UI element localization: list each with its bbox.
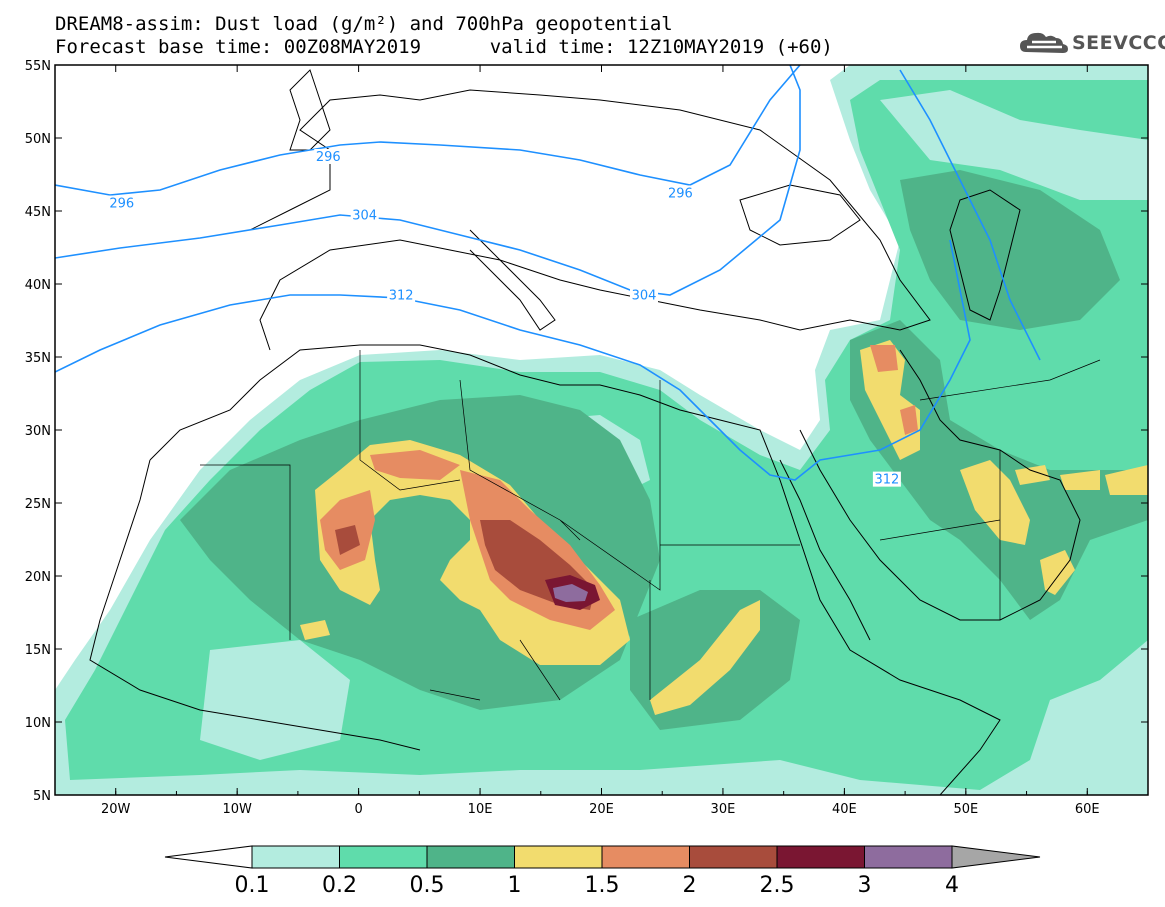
lat-tick-label: 40N [25, 278, 51, 293]
lat-tick-label: 20N [25, 570, 51, 585]
colorbar-tick-label: 1 [507, 873, 522, 898]
lat-tick-label: 50N [25, 132, 51, 147]
contour-312 [55, 239, 971, 481]
colorbar-tick-label: 2 [682, 873, 697, 898]
contour-304 [55, 65, 801, 296]
geopotential-contours [55, 65, 1041, 481]
base-time: Forecast base time: 00Z08MAY2019 [55, 36, 422, 58]
lon-tick-label: 10W [222, 802, 252, 817]
dust-1-layer [650, 600, 760, 715]
lon-tick-label: 20E [589, 802, 614, 817]
coastline-italy [469, 229, 556, 331]
chart-title: DREAM8-assim: Dust load (g/m²) and 700hP… [55, 13, 673, 35]
dust-1-layer [1060, 470, 1100, 490]
contour-label-bg [314, 148, 343, 164]
dust-1-layer [300, 620, 330, 640]
contour-label-bg [350, 207, 379, 223]
contour-label: 312 [389, 289, 414, 304]
colorbar-over-arrow [951, 845, 1041, 869]
colorbar-tick-label: 4 [945, 873, 959, 898]
coastlines [89, 69, 1101, 795]
dust-low-patch [200, 640, 350, 760]
colorbar-swatch [776, 845, 865, 869]
colorbar-swatch [601, 845, 690, 869]
dust-field [55, 65, 1148, 795]
border-lines [200, 350, 1101, 701]
contour-label: 304 [352, 208, 377, 223]
colorbar-tick-label: 1.5 [584, 873, 620, 898]
cloud-icon [1020, 32, 1068, 53]
colorbar-swatch [864, 845, 953, 869]
colorbar-swatch [251, 845, 340, 869]
colorbar-tick-label: 0.5 [409, 873, 445, 898]
colorbar [164, 845, 1041, 869]
lon-tick-label: 0 [354, 802, 362, 817]
lat-tick-label: 55N [25, 59, 51, 74]
dust-1-layer [960, 460, 1030, 545]
contour-label: 296 [668, 186, 693, 201]
colorbar-swatch [514, 845, 603, 869]
dust-1.5-layer [370, 450, 460, 480]
lat-tick-label: 10N [25, 716, 51, 731]
colorbar-swatch [689, 845, 778, 869]
lon-tick-label: 50E [953, 802, 978, 817]
dust-low-patch [880, 90, 1148, 200]
contour-label: 296 [109, 197, 134, 212]
dust-1-layer [1015, 465, 1050, 485]
dust-1-layer [1105, 465, 1148, 495]
colorbar-tick-label: 3 [857, 873, 872, 898]
red-sea [779, 459, 871, 641]
colorbar-tick-label: 2.5 [759, 873, 795, 898]
caspian-sea [949, 189, 1021, 321]
axis-ticks: 20W 10W 0 10E 20E 30E 40E 50E 60E 55N 50N 45N 40N 35N… [25, 59, 1149, 817]
lat-tick-label: 5N [33, 789, 51, 804]
dust-1.5-layer [900, 405, 918, 435]
colorbar-tick-label: 0.2 [322, 873, 357, 898]
coastline-arabia [799, 349, 1081, 621]
contour-label-bg [387, 287, 416, 303]
colorbar-swatch [426, 845, 515, 869]
lon-tick-label: 10E [468, 802, 493, 817]
colorbar-swatch [339, 845, 428, 869]
contour-label: 296 [316, 150, 341, 165]
lat-tick-label: 25N [25, 497, 51, 512]
contour-296 [55, 65, 801, 196]
colorbar-tick-label: 0.1 [234, 873, 270, 898]
lon-tick-label: 60E [1075, 802, 1100, 817]
contour-label-bg [107, 195, 136, 211]
coastline-europe [249, 89, 931, 351]
contour-label-bg [872, 471, 901, 487]
contour-label: 312 [874, 473, 899, 488]
logo-text: SEEVCCC [1072, 32, 1165, 54]
contour-labels: 296 296 296 304 304 312 312 [107, 148, 901, 488]
contour-296-east [899, 69, 1041, 361]
chart-subtitle: Forecast base time: 00Z08MAY2019 valid t… [55, 37, 833, 57]
contour-label-bg [630, 287, 659, 303]
lat-tick-label: 45N [25, 205, 51, 220]
coastline-uk [289, 69, 331, 151]
dust-1.5-layer [870, 345, 898, 372]
black-sea [739, 184, 861, 246]
dust-2-layer [335, 525, 360, 555]
valid-time: valid time: 12Z10MAY2019 (+60) [489, 36, 833, 58]
lat-tick-label: 15N [25, 643, 51, 658]
lon-tick-label: 40E [832, 802, 857, 817]
lat-tick-label: 30N [25, 424, 51, 439]
lat-tick-label: 35N [25, 351, 51, 366]
dust-1-layer [1040, 550, 1075, 595]
seevccc-logo: SEEVCCC [1018, 28, 1165, 58]
contour-label-bg [666, 185, 695, 201]
lon-tick-label: 30E [711, 802, 736, 817]
coastline-africa-west [89, 459, 421, 751]
dust-3-layer [553, 584, 588, 602]
colorbar-under-arrow [164, 845, 253, 869]
lon-tick-label: 20W [101, 802, 131, 817]
contour-label: 304 [632, 289, 657, 304]
